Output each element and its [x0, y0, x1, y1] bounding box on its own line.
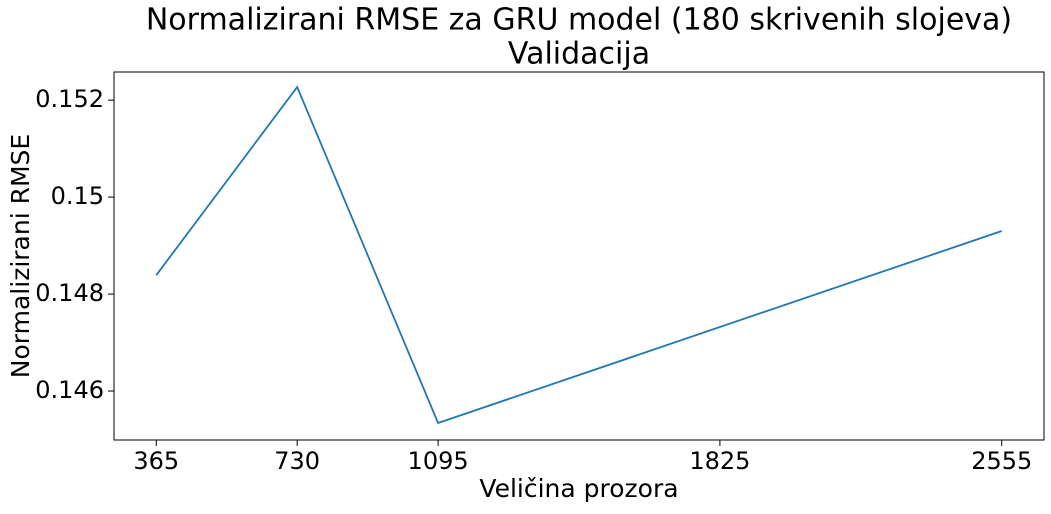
x-tick-label: 1825 [689, 447, 750, 475]
y-tick-label: 0.148 [35, 279, 104, 307]
chart-title: Normalizirani RMSE za GRU model (180 skr… [146, 3, 1012, 38]
line [155, 85, 1003, 425]
x-tick-label: 365 [133, 447, 179, 475]
x-axis-label: Veličina prozora [479, 474, 678, 503]
y-tick-label: 0.15 [51, 182, 104, 210]
y-tick-label: 0.146 [35, 376, 104, 404]
x-tick-label: 730 [274, 447, 320, 475]
y-axis-label: Normalizirani RMSE [6, 134, 35, 378]
chart-subtitle: Validacija [508, 37, 650, 72]
plot-frame [113, 71, 1045, 441]
x-tick-label: 1095 [408, 447, 469, 475]
y-tick-label: 0.152 [35, 85, 104, 113]
x-tick-label: 2555 [971, 447, 1032, 475]
